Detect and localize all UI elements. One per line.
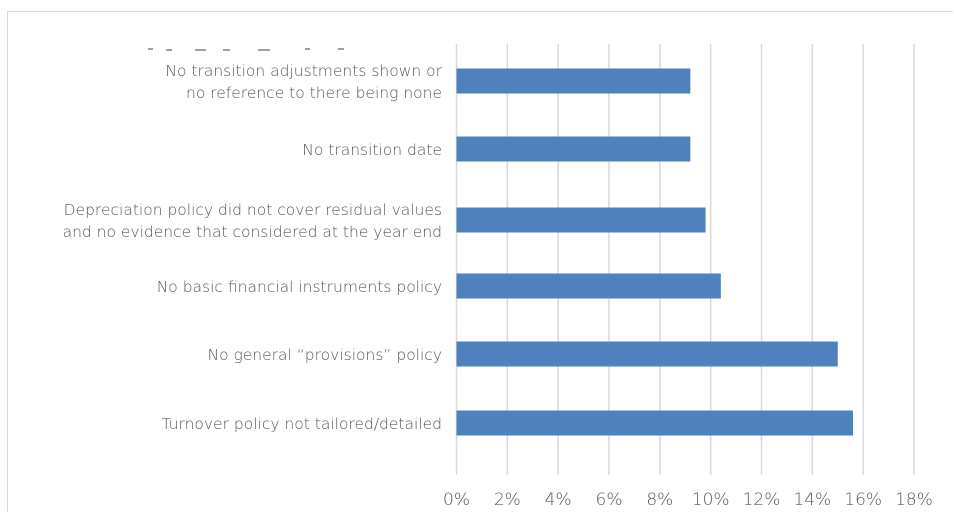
x-tick-label: 10% [692, 490, 730, 510]
bar [456, 207, 706, 233]
category-label: no reference to there being none [186, 84, 442, 102]
bar-chart: No transition adjustments shown or no ref… [63, 44, 933, 510]
x-tick-label: 2% [494, 490, 521, 510]
category-label: Depreciation policy did not cover residu… [64, 201, 442, 219]
x-tick-label: 14% [793, 490, 831, 510]
bar [456, 273, 721, 299]
clipped-top-label [148, 48, 344, 51]
x-tick-label: 8% [646, 490, 673, 510]
bar [456, 136, 691, 162]
category-label: No transition adjustments shown or [165, 62, 442, 80]
category-label: No transition date [302, 141, 442, 159]
category-label: No general “provisions” policy [207, 346, 442, 364]
x-tick-label: 4% [545, 490, 572, 510]
bar [456, 410, 853, 436]
category-label: Turnover policy not tailored/detailed [162, 415, 442, 433]
chart-area: No transition adjustments shown or no ref… [7, 11, 953, 512]
x-tick-label: 12% [743, 490, 781, 510]
x-tick-label: 18% [895, 490, 933, 510]
x-tick-label: 0% [443, 490, 470, 510]
category-label: and no evidence that considered at the y… [63, 223, 442, 241]
bar [456, 341, 838, 367]
category-labels: No transition adjustments shown or no ref… [63, 62, 443, 433]
gridlines [455, 44, 915, 475]
bars [456, 68, 853, 436]
category-label: No basic financial instruments policy [157, 278, 442, 296]
x-tick-label: 6% [596, 490, 623, 510]
x-axis-tick-labels: 0% 2% 4% 6% 8% 10% 12% 14% 16% 18% [443, 490, 933, 510]
x-tick-label: 16% [844, 490, 882, 510]
bar [456, 68, 691, 94]
